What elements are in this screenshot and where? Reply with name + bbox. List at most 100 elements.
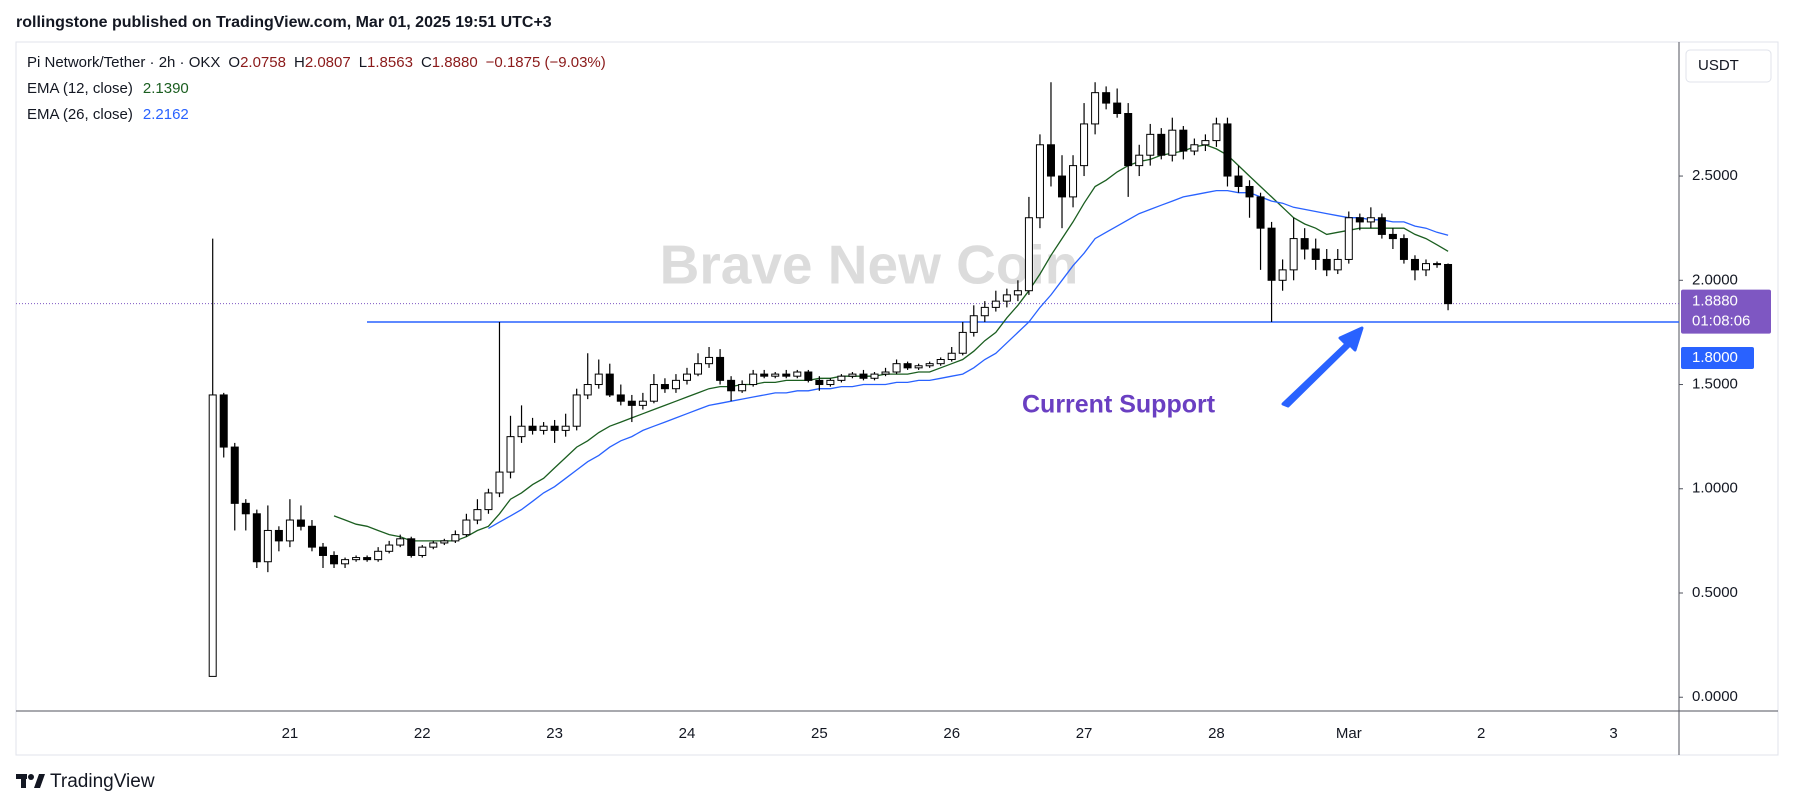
candle-body bbox=[1399, 238, 1408, 260]
ohlc-key: O bbox=[228, 54, 240, 71]
countdown-label: 01:08:06 bbox=[1692, 313, 1750, 330]
ohlc-value: 2.0758 bbox=[240, 54, 286, 71]
candle-body bbox=[1377, 217, 1386, 235]
candles bbox=[208, 82, 1453, 677]
currency-box[interactable] bbox=[1685, 49, 1772, 83]
x-tick-label: Mar bbox=[1336, 725, 1362, 742]
annotation-arrow bbox=[1281, 326, 1364, 408]
candle-body bbox=[1333, 258, 1342, 271]
x-tick-label: 3 bbox=[1609, 725, 1617, 742]
candle-body bbox=[219, 394, 228, 448]
candle-body bbox=[473, 509, 482, 521]
candle-body bbox=[991, 300, 1000, 308]
legend-name: EMA (26, close) bbox=[27, 106, 133, 123]
legend-value: 2.1390 bbox=[143, 80, 189, 97]
legend-entry: EMA (12, close) 2.1390 bbox=[27, 80, 189, 97]
x-tick-label: 26 bbox=[943, 725, 960, 742]
candle-body bbox=[1311, 248, 1320, 260]
candle-body bbox=[1046, 144, 1055, 177]
candle-body bbox=[539, 425, 548, 431]
annotation: Current Support bbox=[1022, 391, 1216, 419]
candle-body bbox=[771, 373, 780, 377]
candle-body bbox=[230, 446, 239, 504]
candle-body bbox=[1013, 290, 1022, 296]
candle-body bbox=[903, 363, 912, 369]
logo-part bbox=[21, 774, 26, 788]
x-tick-label: 25 bbox=[811, 725, 828, 742]
candle-body bbox=[716, 356, 725, 381]
candle-body bbox=[1168, 129, 1177, 156]
candle-body bbox=[727, 379, 736, 392]
watermark: Brave New Coin bbox=[660, 234, 1079, 296]
x-tick-label: 22 bbox=[414, 725, 431, 742]
candle-body bbox=[1080, 123, 1089, 167]
candle-body bbox=[1322, 258, 1331, 271]
candle-body bbox=[682, 373, 691, 381]
candle-body bbox=[307, 525, 316, 548]
candle-body bbox=[274, 529, 283, 542]
candle-body bbox=[1201, 140, 1210, 146]
x-tick-label: 2 bbox=[1477, 725, 1485, 742]
publish-header: rollingstone published on TradingView.co… bbox=[16, 14, 552, 31]
candle-body bbox=[517, 425, 526, 438]
candle-body bbox=[1256, 196, 1265, 229]
price-tag-label: 1.8880 bbox=[1692, 293, 1738, 310]
x-tick-label: 23 bbox=[546, 725, 563, 742]
candle-body bbox=[1444, 263, 1453, 305]
candle-body bbox=[660, 384, 669, 390]
candle-body bbox=[374, 550, 383, 561]
candle-body bbox=[341, 559, 350, 565]
x-tick-label: 27 bbox=[1076, 725, 1093, 742]
candle-body bbox=[396, 538, 405, 546]
candle-body bbox=[627, 400, 636, 406]
tradingview-logo bbox=[16, 774, 45, 788]
ema-line bbox=[333, 144, 1449, 542]
ohlc-key: H bbox=[294, 54, 305, 71]
candle-body bbox=[1113, 102, 1122, 115]
candle-body bbox=[892, 363, 901, 373]
candle-body bbox=[1234, 175, 1243, 187]
candle-body bbox=[760, 373, 769, 377]
candle-body bbox=[495, 471, 504, 494]
logo-part bbox=[28, 774, 34, 780]
candle-body bbox=[1146, 133, 1155, 156]
candle-body bbox=[980, 306, 989, 317]
candle-body bbox=[1300, 238, 1309, 250]
candle-body bbox=[671, 379, 680, 390]
candle-body bbox=[1124, 113, 1133, 167]
legend-entry: EMA (26, close) 2.2162 bbox=[27, 106, 189, 123]
candle-body bbox=[440, 540, 449, 544]
candle-body bbox=[1024, 217, 1033, 292]
candle-body bbox=[793, 371, 802, 377]
candle-body bbox=[815, 379, 824, 386]
candle-body bbox=[616, 394, 625, 402]
candle-body bbox=[1388, 233, 1397, 240]
y-tick-label: 2.0000 bbox=[1692, 271, 1738, 288]
candle-body bbox=[738, 384, 747, 392]
candle-body bbox=[837, 375, 846, 381]
candle-body bbox=[1179, 129, 1188, 152]
candle-body bbox=[1433, 263, 1442, 266]
candle-body bbox=[1355, 217, 1364, 223]
candle-body bbox=[1245, 185, 1254, 198]
candle-body bbox=[352, 557, 361, 561]
candle-body bbox=[484, 492, 493, 511]
candle-body bbox=[804, 371, 813, 381]
candle-body bbox=[1289, 238, 1298, 271]
candle-body bbox=[241, 502, 250, 515]
support-tag-label: 1.8000 bbox=[1692, 349, 1738, 366]
candle-body bbox=[1267, 227, 1276, 281]
symbol-legend: Pi Network/Tether · 2h · OKX O2.0758 H2.08… bbox=[27, 54, 606, 71]
candle-body bbox=[451, 534, 460, 542]
ohlc-key: L bbox=[359, 54, 367, 71]
candle-body bbox=[319, 546, 327, 556]
candle-body bbox=[385, 544, 394, 552]
ohlc-value: 1.8880 bbox=[432, 54, 478, 71]
candle-body bbox=[881, 371, 890, 375]
candle-body bbox=[749, 373, 758, 386]
logo-part bbox=[34, 774, 45, 788]
candle-body bbox=[914, 365, 923, 369]
ema-line bbox=[488, 189, 1449, 529]
candle-body bbox=[1223, 123, 1232, 177]
y-tick-label: 0.0000 bbox=[1692, 688, 1738, 705]
